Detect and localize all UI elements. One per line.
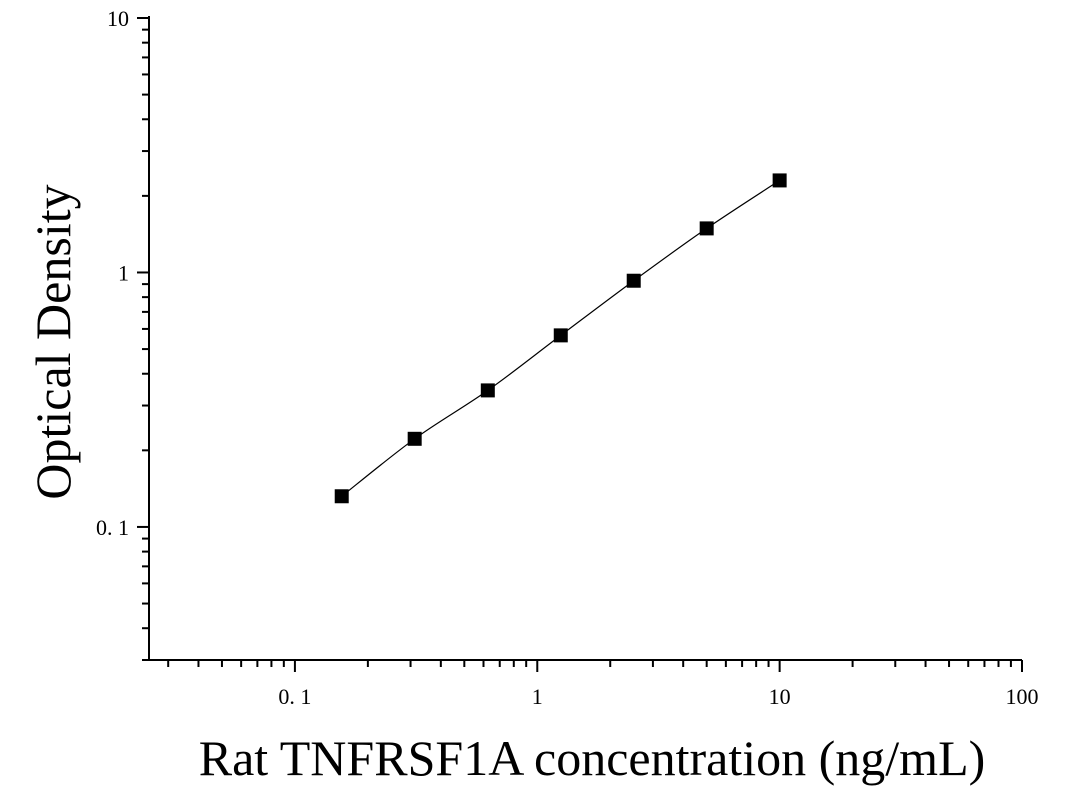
data-point	[334, 489, 349, 504]
x-tick-label: 0. 1	[278, 684, 311, 709]
x-tick-label: 100	[1006, 684, 1039, 709]
y-axis-title: Optical Density	[25, 184, 81, 499]
ticks: 0. 1 1 10 100 0. 1 1 10	[96, 6, 1039, 709]
data-point	[626, 273, 641, 288]
data-point	[772, 173, 787, 188]
y-tick-label: 10	[107, 6, 129, 31]
data-points	[334, 173, 787, 504]
x-axis-title: Rat TNFRSF1A concentration (ng/mL)	[199, 730, 986, 786]
x-tick-label: 10	[769, 684, 791, 709]
axes	[148, 16, 1022, 661]
data-point	[699, 221, 714, 236]
data-point	[407, 431, 422, 446]
x-tick-label: 1	[532, 684, 543, 709]
y-tick-label: 1	[118, 260, 129, 285]
data-point	[480, 383, 495, 398]
y-tick-label: 0. 1	[96, 515, 129, 540]
data-point	[553, 328, 568, 343]
